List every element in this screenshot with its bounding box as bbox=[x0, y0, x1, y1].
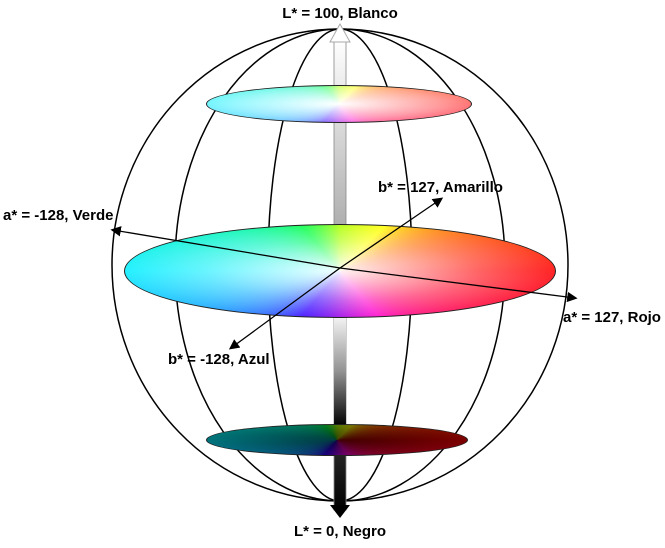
bottom-disc bbox=[206, 424, 468, 456]
b-axis-neg bbox=[228, 267, 341, 350]
label: a* = 127, Rojo bbox=[563, 309, 661, 326]
a-axis-pos bbox=[339, 267, 578, 303]
label: b* = -128, Azul bbox=[168, 351, 270, 368]
l-arrow-bottom bbox=[330, 505, 350, 518]
top-disc bbox=[206, 85, 472, 123]
label: b* = 127, Amarillo bbox=[378, 179, 503, 196]
b-axis-pos bbox=[339, 197, 444, 269]
middle-disc bbox=[124, 224, 556, 318]
label: L* = 0, Negro bbox=[294, 523, 386, 540]
label: a* = -128, Verde bbox=[3, 207, 114, 224]
a-axis-neg bbox=[110, 226, 341, 269]
l-arrow-top bbox=[329, 22, 351, 43]
label: L* = 100, Blanco bbox=[282, 5, 397, 22]
l-axis-front bbox=[334, 318, 346, 424]
